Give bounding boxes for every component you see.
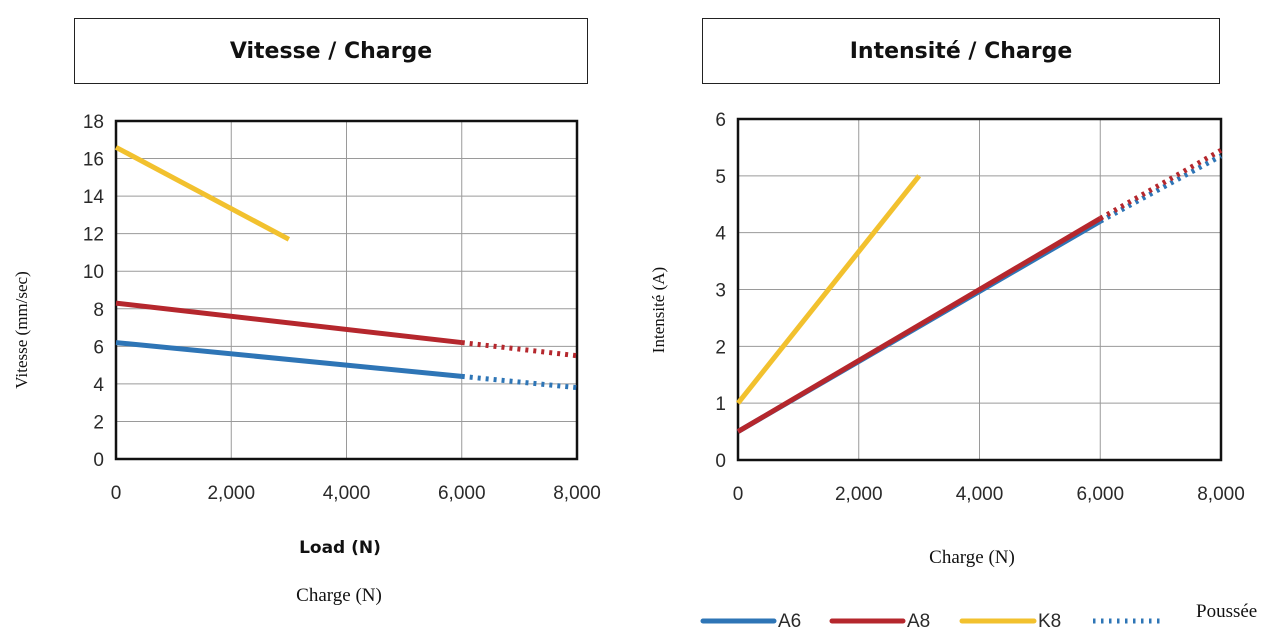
intensite-ytick-label: 2	[715, 337, 726, 358]
vitesse-ytick-label: 4	[93, 375, 104, 396]
vitesse-dotted-a6	[461, 373, 578, 391]
vitesse-plot-frame	[114, 119, 579, 461]
ylabel-vitesse: Vitesse (mm/sec)	[12, 271, 31, 388]
vitesse-ytick-label: 14	[83, 187, 105, 208]
vitesse-ytick-label: 16	[83, 150, 104, 171]
intensite-dotted-a8	[1099, 148, 1223, 221]
vitesse-line-a8	[115, 300, 463, 346]
chart-title-vitesse: Vitesse / Charge	[229, 38, 433, 64]
intensite-ytick-label: 3	[715, 281, 726, 302]
vitesse-ytick-label: 0	[93, 450, 104, 471]
legend-label-a8: A8	[907, 611, 930, 628]
ylabel-intensite: Intensité (A)	[649, 267, 668, 353]
intensite-ytick-label: 0	[715, 451, 726, 472]
intensite-ytick-label: 5	[715, 167, 726, 188]
xlabel-charge-left: Charge (N)	[296, 585, 382, 606]
legend-label-k8: K8	[1038, 611, 1061, 628]
legend-label-poussee: Poussée	[1196, 601, 1257, 622]
intensite-ytick-label: 1	[715, 394, 726, 415]
vitesse-line-k8	[114, 145, 291, 242]
vitesse-xtick-label: 4,000	[323, 483, 371, 504]
chart-title-box-vitesse: Vitesse / Charge	[74, 18, 588, 84]
chart-title-box-intensite: Intensité / Charge	[702, 18, 1220, 84]
intensite-plot-frame	[736, 117, 1223, 462]
intensite-dotted-a6	[1099, 153, 1223, 224]
intensite-ytick-label: 4	[715, 224, 726, 245]
vitesse-xtick-label: 6,000	[438, 483, 486, 504]
intensite-xtick-label: 6,000	[1076, 484, 1124, 505]
vitesse-xtick-label: 0	[111, 483, 122, 504]
vitesse-ytick-label: 8	[93, 300, 104, 321]
chart-intensite: 0 2,000 4,000 6,000 8,000 0 1 2 3 4 5 6	[715, 110, 1244, 505]
chart-title-intensite: Intensité / Charge	[849, 38, 1073, 64]
legend-label-a6: A6	[778, 611, 801, 628]
intensite-ytick-label: 6	[715, 110, 726, 131]
xlabel-load: Load (N)	[299, 538, 381, 558]
vitesse-dotted-a8	[461, 340, 578, 359]
intensite-xtick-label: 2,000	[835, 484, 883, 505]
intensite-xtick-label: 8,000	[1197, 484, 1245, 505]
chart-vitesse: 0 2,000 4,000 6,000 8,000 0 2 4 6 8 10 12 14 16 18	[83, 112, 601, 504]
vitesse-ytick-label: 2	[93, 412, 104, 433]
vitesse-xtick-label: 2,000	[207, 483, 255, 504]
intensite-line-k8	[736, 174, 922, 405]
xlabel-charge-right: Charge (N)	[929, 547, 1015, 568]
vitesse-xtick-label: 8,000	[553, 483, 601, 504]
vitesse-line-a6	[115, 340, 462, 379]
intensite-xtick-label: 0	[733, 484, 744, 505]
vitesse-ytick-label: 10	[83, 262, 104, 283]
vitesse-ytick-label: 18	[83, 112, 104, 133]
vitesse-ytick-label: 6	[93, 337, 104, 358]
intensite-xtick-label: 4,000	[956, 484, 1004, 505]
intensite-line-a8	[736, 216, 1102, 434]
vitesse-ytick-label: 12	[83, 225, 104, 246]
legend: A6 A8 K8 Poussée	[700, 601, 1257, 628]
